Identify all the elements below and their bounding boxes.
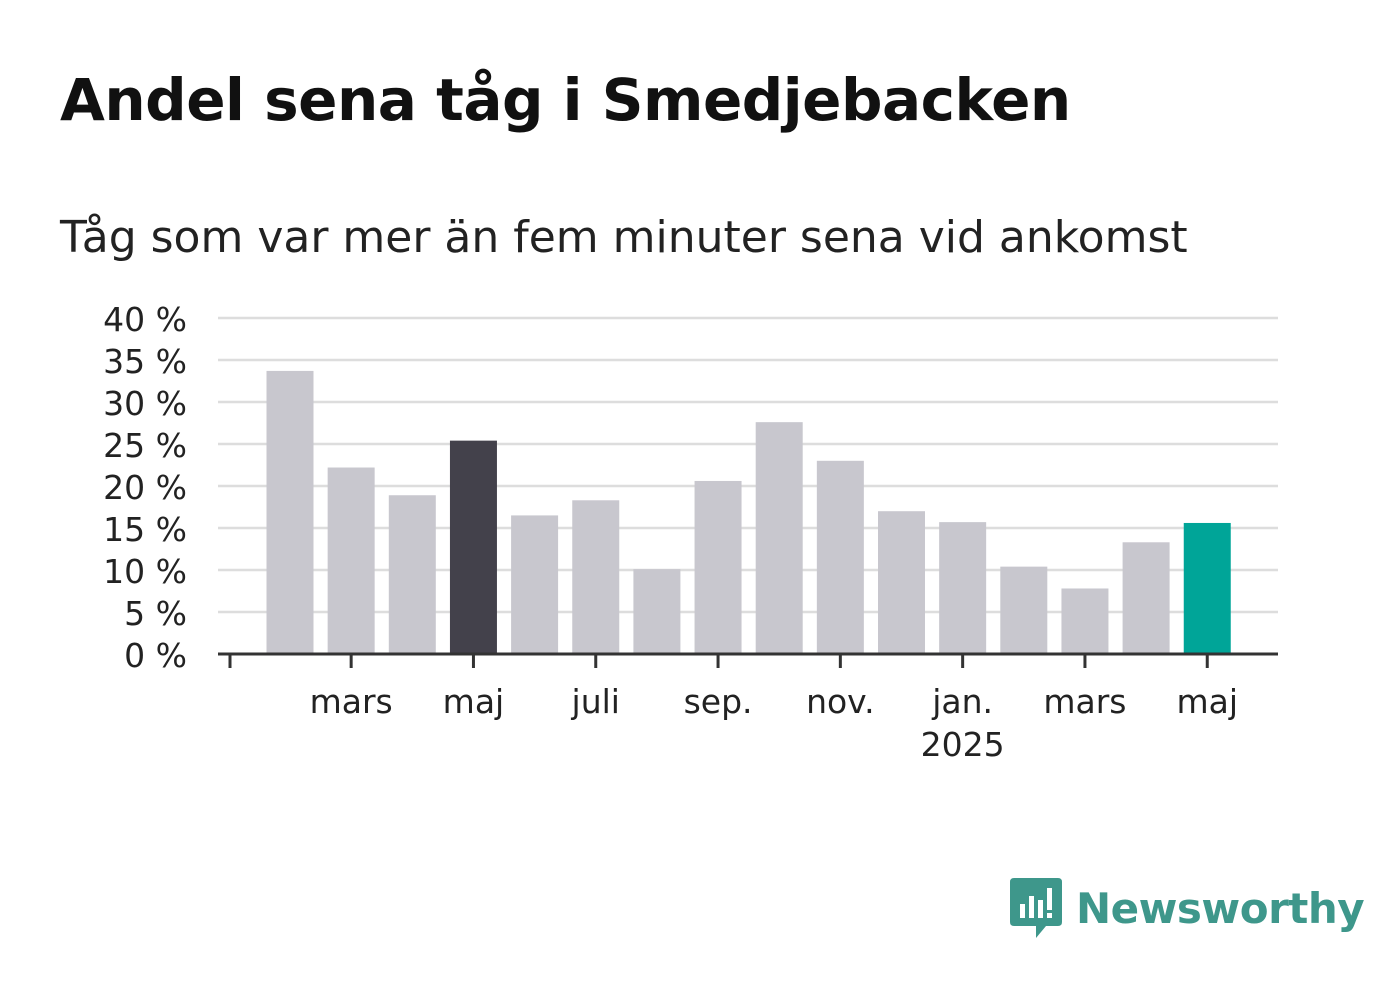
x-axis: [218, 652, 1278, 668]
bar-2024-06: [511, 515, 559, 654]
x-tick-label: mars: [310, 682, 393, 721]
x-tick-label: mars: [1043, 682, 1126, 721]
bar-2024-02: [266, 370, 314, 654]
x-tick-label: juli: [571, 682, 620, 721]
chart-subtitle: Tåg som var mer än fem minuter sena vid …: [60, 212, 1188, 263]
bar-2025-05: [1183, 522, 1231, 654]
x-tick-label: maj: [443, 682, 505, 721]
grid-lines: [218, 316, 1278, 614]
bar-2024-11: [816, 460, 864, 654]
bar-2024-12: [878, 511, 925, 654]
y-tick-label: 30 %: [103, 384, 187, 423]
bar-2025-02: [1000, 566, 1048, 654]
bar-chart-speech-bubble-icon: [1010, 878, 1062, 938]
bar-2025-03: [1061, 588, 1109, 654]
bar-2024-08: [633, 569, 681, 654]
y-tick-label: 20 %: [103, 468, 187, 507]
newsworthy-logo: Newsworthy: [1010, 878, 1365, 938]
y-tick-label: 5 %: [124, 594, 187, 633]
bar-2024-03: [327, 467, 375, 654]
chart-title: Andel sena tåg i Smedjebacken: [60, 66, 1071, 134]
bar-2024-10: [755, 422, 803, 654]
bar-2024-05: [449, 440, 497, 654]
x-tick-label: sep.: [684, 682, 753, 721]
y-tick-label: 10 %: [103, 552, 187, 591]
y-tick-label: 25 %: [103, 426, 187, 465]
bar-2024-04: [388, 495, 436, 654]
x-tick-label: jan.: [931, 682, 993, 721]
bar-2025-01: [939, 522, 987, 654]
x-tick-label: nov.: [806, 682, 875, 721]
x-tick-labels: mars maj juli sep. nov. jan. 2025 mars maj: [310, 682, 1238, 764]
y-tick-label: 15 %: [103, 510, 187, 549]
y-tick-labels: 0 %5 %10 %15 %20 %25 %30 %35 %40 %: [103, 300, 187, 675]
bar-2024-09: [694, 480, 742, 654]
y-tick-label: 0 %: [124, 636, 187, 675]
x-tick-label: maj: [1176, 682, 1238, 721]
x-tick-sublabel: 2025: [921, 725, 1005, 764]
bars: [266, 370, 1231, 654]
y-tick-label: 35 %: [103, 342, 187, 381]
logo-text: Newsworthy: [1076, 883, 1365, 933]
bar-2025-04: [1122, 542, 1170, 654]
bar-2024-07: [572, 500, 620, 654]
y-tick-label: 40 %: [103, 300, 187, 339]
